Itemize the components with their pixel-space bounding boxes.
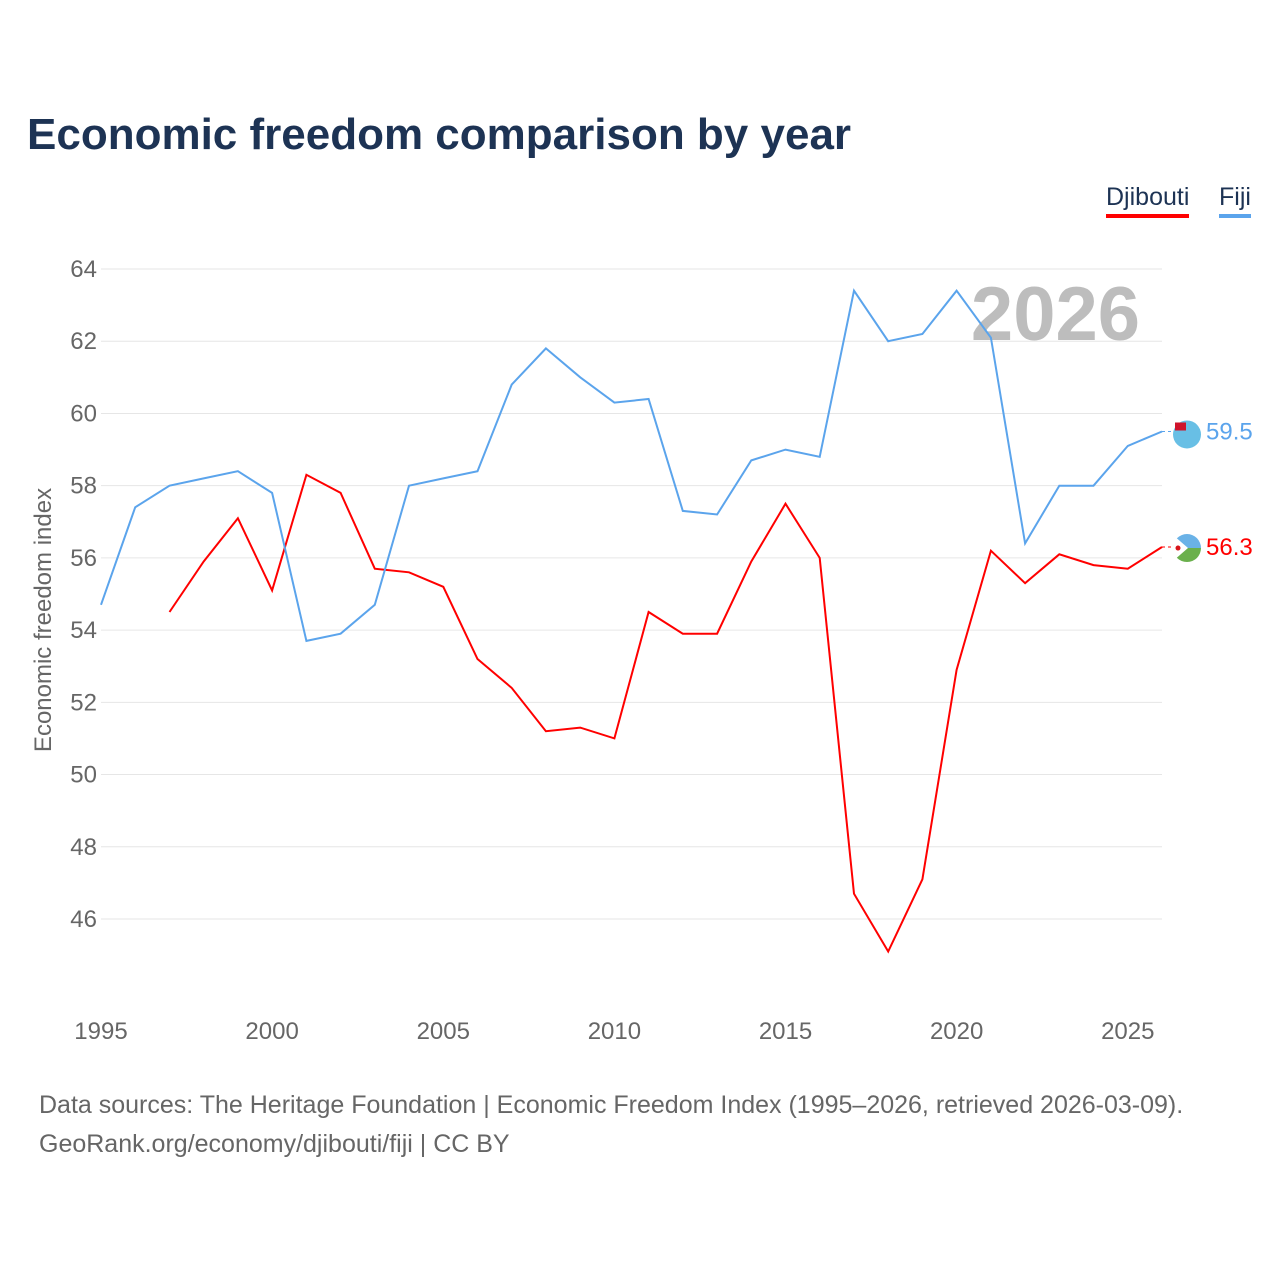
data-point [714, 631, 720, 637]
x-tick-label: 1995 [74, 1018, 127, 1045]
data-point [1056, 551, 1062, 557]
x-tick-label: 2005 [417, 1018, 470, 1045]
data-point [817, 555, 823, 561]
data-point [543, 345, 549, 351]
data-point [303, 472, 309, 478]
data-point [577, 725, 583, 731]
y-tick-label: 54 [70, 617, 97, 644]
data-point [474, 468, 480, 474]
legend-fiji[interactable]: Fiji [1219, 183, 1251, 218]
data-point [748, 558, 754, 564]
chart-title: Economic freedom comparison by year [27, 110, 852, 159]
data-point [98, 602, 104, 608]
data-point [611, 735, 617, 741]
y-tick-label: 62 [70, 328, 97, 355]
y-tick-label: 48 [70, 834, 97, 861]
year-watermark: 2026 [971, 272, 1140, 357]
data-point [1125, 566, 1131, 572]
data-point [919, 876, 925, 882]
data-point [201, 475, 207, 481]
source-url: GeoRank.org/economy/djibouti/fiji | CC B… [39, 1130, 510, 1158]
x-tick-label: 2000 [245, 1018, 298, 1045]
data-point [714, 512, 720, 518]
data-point [680, 631, 686, 637]
data-point [885, 338, 891, 344]
data-point [509, 382, 515, 388]
series-line-djibouti [168, 473, 1163, 954]
y-tick-label: 58 [70, 473, 97, 500]
data-point [1091, 483, 1097, 489]
data-point [954, 288, 960, 294]
data-point [783, 447, 789, 453]
data-point [783, 501, 789, 507]
data-point [269, 490, 275, 496]
data-point [372, 602, 378, 608]
flag-canton [1175, 422, 1186, 431]
data-point [338, 631, 344, 637]
end-value-label-djibouti: 56.3 [1206, 534, 1253, 561]
data-point [338, 490, 344, 496]
data-point [748, 457, 754, 463]
data-point [919, 331, 925, 337]
data-point [817, 454, 823, 460]
data-point [235, 515, 241, 521]
series-line-fiji [100, 288, 1163, 643]
footer: Data sources: The Heritage Foundation | … [39, 1086, 1183, 1164]
data-point [440, 475, 446, 481]
data-point [303, 638, 309, 644]
y-tick-label: 46 [70, 906, 97, 933]
y-tick-label: 52 [70, 689, 97, 716]
x-tick-label: 2020 [930, 1018, 983, 1045]
data-point [577, 374, 583, 380]
x-tick-label: 2015 [759, 1018, 812, 1045]
data-point [851, 288, 857, 294]
data-point [988, 548, 994, 554]
data-point [954, 667, 960, 673]
data-point [543, 728, 549, 734]
data-point [851, 891, 857, 897]
data-point [646, 396, 652, 402]
flag-star [1175, 545, 1181, 551]
y-tick-label: 50 [70, 762, 97, 789]
end-value-label-fiji: 59.5 [1206, 418, 1253, 445]
data-point [269, 587, 275, 593]
data-point [1056, 483, 1062, 489]
y-axis-label: Economic freedom index [30, 488, 57, 752]
data-point [1022, 580, 1028, 586]
data-point [372, 566, 378, 572]
data-point [440, 584, 446, 590]
y-tick-label: 60 [70, 400, 97, 427]
data-point [1022, 540, 1028, 546]
y-tick-label: 56 [70, 545, 97, 572]
legend-djibouti[interactable]: Djibouti [1106, 183, 1190, 218]
data-point [646, 609, 652, 615]
data-point [166, 609, 172, 615]
data-point [166, 483, 172, 489]
data-point [474, 656, 480, 662]
x-tick-label: 2025 [1101, 1018, 1154, 1045]
data-point [235, 468, 241, 474]
y-tick-label: 64 [70, 256, 97, 283]
data-point [885, 948, 891, 954]
source-note: Data sources: The Heritage Foundation | … [39, 1091, 1184, 1119]
x-tick-label: 2010 [588, 1018, 641, 1045]
data-point [406, 569, 412, 575]
data-point [611, 400, 617, 406]
data-point [988, 335, 994, 341]
data-point [1125, 443, 1131, 449]
data-point [132, 504, 138, 510]
data-point [406, 483, 412, 489]
data-point [680, 508, 686, 514]
data-point [509, 685, 515, 691]
data-point [201, 558, 207, 564]
data-point [1091, 562, 1097, 568]
